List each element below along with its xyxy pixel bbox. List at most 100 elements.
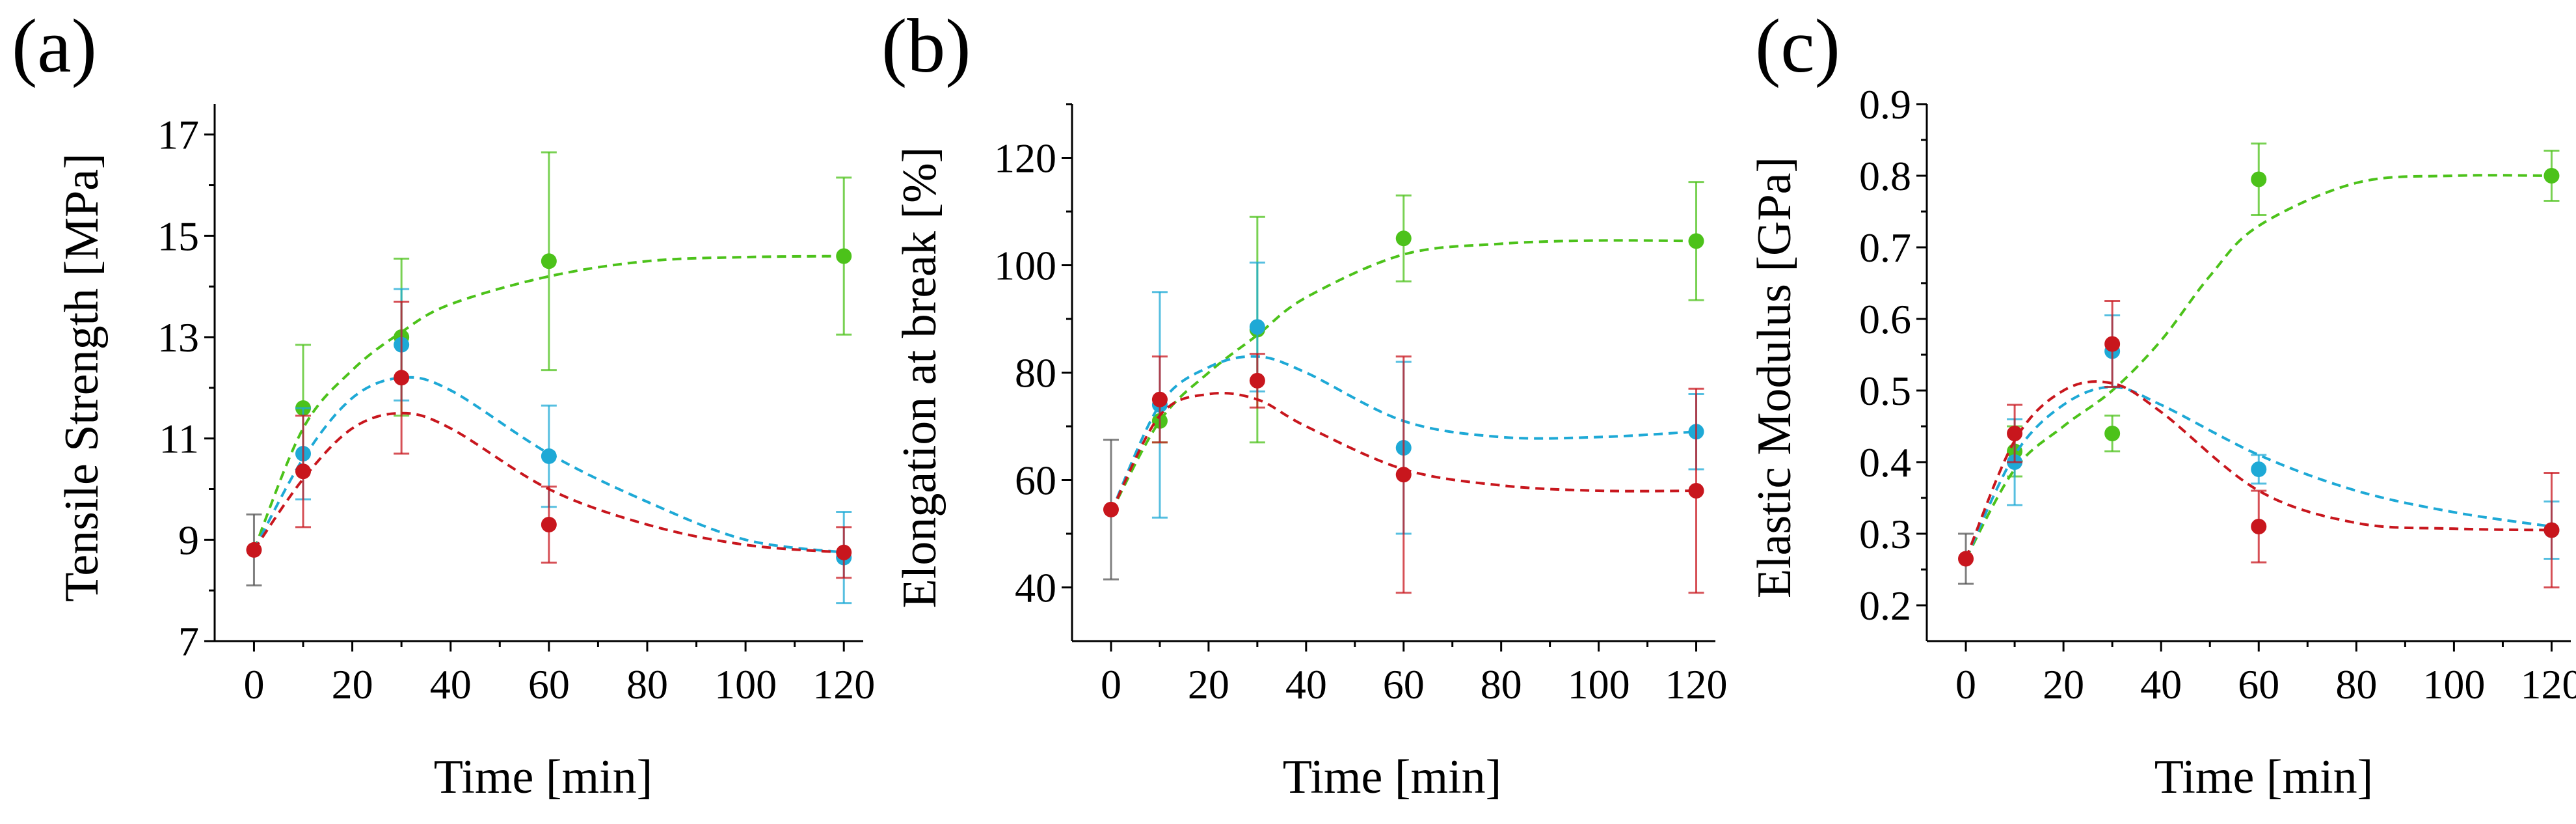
data-point-green-c (2251, 143, 2267, 216)
marker-green-a (836, 248, 852, 264)
axes-a: 7 9 11 13 15 17 0 20 40 60 80 100 120 (157, 104, 875, 707)
axes-c: 0.2 0.3 0.4 0.5 0.6 0.7 0.8 0.9 0 20 40 60 80 100 120 (1859, 81, 2576, 707)
fit-curve-green-a (252, 254, 844, 551)
y-tick-label-c: 0.9 (1859, 81, 1911, 128)
x-tick-label-b: 60 (1383, 661, 1425, 707)
x-tick-label-b: 40 (1285, 661, 1327, 707)
x-tick-label-a: 0 (243, 661, 264, 707)
marker-red-a (541, 516, 557, 532)
x-tick-label-b: 120 (1665, 661, 1728, 707)
marker-control-c (1958, 551, 1974, 567)
y-tick-label-c: 0.8 (1859, 153, 1911, 199)
y-tick-label-b: 60 (1015, 458, 1056, 504)
data-point-red-c (2104, 300, 2121, 388)
marker-red-b (1395, 467, 1412, 483)
data-point-red-a (295, 415, 312, 529)
data-point-red-b (1688, 387, 1704, 594)
data-point-red-b (1395, 355, 1412, 594)
panel-a: (a) Tensile Strength [MPa] Time [min] 7 9… (12, 3, 875, 804)
data-point-red-c (2543, 472, 2560, 588)
data-point-green-b (1395, 194, 1412, 282)
data-point-red-b (1249, 353, 1265, 409)
x-tick-label-c: 120 (2520, 661, 2576, 707)
marker-red-a (394, 370, 410, 386)
data-point-green-a (836, 176, 852, 336)
marker-red-c (2007, 426, 2023, 441)
data-point-green-c (2543, 150, 2560, 202)
marker-green-c (2104, 426, 2121, 441)
y-tick-label-c: 0.5 (1859, 368, 1911, 414)
y-tick-label-c: 0.3 (1859, 511, 1911, 557)
axes-b: 40 60 80 100 120 0 20 40 60 80 100 120 (994, 103, 1728, 707)
y-tick-label-b: 40 (1015, 565, 1056, 611)
x-tick-label-a: 100 (714, 661, 777, 707)
data-point-green-a (541, 151, 557, 372)
panel-label-b: (b) (881, 3, 971, 89)
data-point-control-a (246, 513, 262, 586)
x-tick-label-a: 60 (528, 661, 570, 707)
marker-red-c (2251, 519, 2267, 534)
x-tick-label-c: 80 (2335, 661, 2377, 707)
marker-red-c (2543, 522, 2560, 538)
y-axis-title-a: Tensile Strength [MPa] (55, 153, 109, 602)
marker-green-c (2251, 171, 2267, 187)
data-point-control-b (1103, 439, 1119, 581)
x-tick-label-b: 0 (1101, 661, 1121, 707)
fit-curve-red-a (252, 411, 844, 554)
y-tick-label-a: 15 (157, 213, 199, 259)
y-tick-label-a: 7 (178, 618, 199, 665)
x-tick-label-a: 40 (430, 661, 472, 707)
y-tick-label-a: 9 (178, 517, 199, 563)
x-axis-title-a: Time [min] (434, 750, 652, 804)
data-point-blue-c (2251, 454, 2267, 485)
marker-red-a (295, 463, 312, 480)
y-tick-label-c: 0.4 (1859, 439, 1911, 486)
marker-control-a (246, 542, 262, 558)
plot-area-b (1103, 181, 1704, 594)
x-tick-label-c: 40 (2140, 661, 2182, 707)
marker-red-b (1688, 483, 1704, 499)
x-tick-label-b: 80 (1481, 661, 1522, 707)
x-tick-label-b: 100 (1568, 661, 1630, 707)
plot-area-a (246, 151, 852, 605)
y-tick-label-c: 0.7 (1859, 225, 1911, 271)
data-point-red-b (1151, 355, 1168, 444)
y-tick-label-c: 0.2 (1859, 583, 1911, 629)
x-axis-title-c: Time [min] (2154, 750, 2373, 804)
data-point-red-a (394, 301, 410, 455)
y-tick-label-b: 100 (994, 243, 1056, 289)
x-tick-label-c: 20 (2043, 661, 2084, 707)
x-tick-label-a: 20 (332, 661, 373, 707)
panel-label-c: (c) (1755, 3, 1840, 89)
marker-blue-c (2251, 461, 2267, 477)
plot-area-c (1958, 143, 2560, 588)
x-tick-label-a: 120 (812, 661, 875, 707)
y-tick-label-a: 17 (157, 112, 199, 158)
fit-curve-green-c (1965, 174, 2552, 560)
fit-curve-blue-c (1965, 385, 2552, 560)
y-tick-label-b: 120 (994, 135, 1056, 182)
panel-label-a: (a) (12, 3, 97, 89)
marker-green-b (1395, 230, 1412, 247)
data-point-green-b (1688, 181, 1704, 301)
marker-blue-a (541, 448, 557, 464)
x-axis-title-b: Time [min] (1283, 750, 1501, 804)
fit-curve-red-b (1110, 391, 1697, 513)
marker-green-c (2543, 168, 2560, 184)
marker-red-b (1249, 372, 1265, 389)
y-tick-label-b: 80 (1015, 350, 1056, 396)
marker-red-c (2104, 336, 2121, 352)
marker-red-a (836, 544, 852, 560)
x-tick-label-b: 20 (1188, 661, 1229, 707)
x-tick-label-a: 80 (626, 661, 668, 707)
marker-red-b (1151, 391, 1168, 407)
y-tick-label-c: 0.6 (1859, 296, 1911, 342)
data-point-red-a (836, 526, 852, 579)
panel-c: (c) Elastic Modulus [GPa] Time [min] 0.2… (1748, 3, 2576, 804)
data-point-red-c (2251, 489, 2267, 564)
y-tick-label-a: 13 (157, 314, 199, 361)
marker-green-a (541, 253, 557, 269)
data-point-red-c (2007, 404, 2023, 463)
x-tick-label-c: 100 (2422, 661, 2485, 707)
